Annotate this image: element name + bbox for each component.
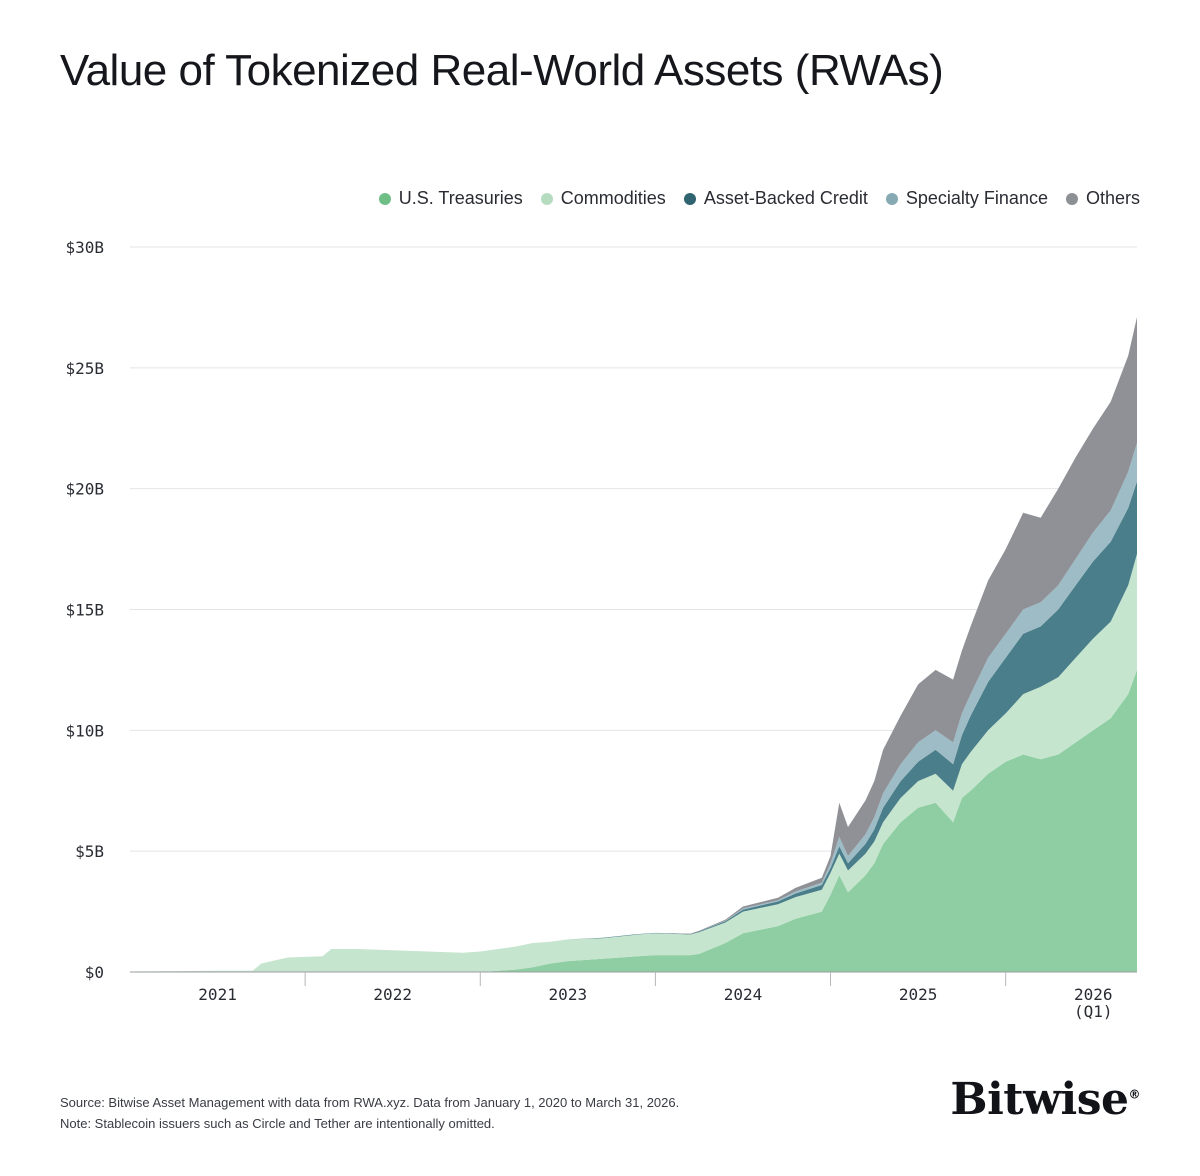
legend-label: Asset-Backed Credit <box>703 188 868 208</box>
y-tick-label: $20B <box>65 480 104 499</box>
source-note: Source: Bitwise Asset Management with da… <box>60 1095 680 1110</box>
y-tick-label: $30B <box>65 238 104 257</box>
y-tick-label: $25B <box>65 359 104 378</box>
x-tick-label: 2024 <box>724 985 763 1004</box>
omission-note: Note: Stablecoin issuers such as Circle … <box>60 1116 495 1131</box>
chart-footer: Source: Bitwise Asset Management with da… <box>60 1092 679 1134</box>
x-tick-label: 2023 <box>549 985 588 1004</box>
x-tick-label: 2025 <box>899 985 938 1004</box>
legend-item-us-treasuries: U.S. Treasuries <box>378 188 523 209</box>
legend-item-specialty-finance: Specialty Finance <box>885 188 1048 209</box>
legend-label: U.S. Treasuries <box>398 188 523 208</box>
legend-label: Specialty Finance <box>905 188 1048 208</box>
y-tick-label: $10B <box>65 721 104 740</box>
legend-swatch <box>683 192 696 205</box>
y-tick-label: $0 <box>85 963 104 982</box>
area-series-u-s-treasuries <box>130 669 1137 972</box>
legend-item-commodities: Commodities <box>540 188 666 209</box>
x-tick-label: 2021 <box>198 985 237 1004</box>
legend-item-others: Others <box>1065 188 1140 209</box>
x-tick-sublabel: (Q1) <box>1074 1002 1113 1021</box>
y-tick-label: $5B <box>75 842 104 861</box>
chart-title: Value of Tokenized Real-World Assets (RW… <box>60 46 944 95</box>
x-tick-label: 2022 <box>373 985 412 1004</box>
legend-swatch <box>885 192 898 205</box>
legend-swatch <box>378 192 391 205</box>
legend-label: Commodities <box>560 188 666 208</box>
y-tick-label: $15B <box>65 601 104 620</box>
chart-legend: U.S. Treasuries Commodities Asset-Backed… <box>378 188 1140 209</box>
legend-item-asset-backed-credit: Asset-Backed Credit <box>683 188 868 209</box>
x-tick-label: 2026 <box>1074 985 1113 1004</box>
registered-mark: ® <box>1128 1087 1141 1102</box>
bitwise-logo: Bitwise® <box>950 1074 1140 1125</box>
stacked-area-chart: $0 $5B $10B $15B $20B $25B $30B 2021 2022 2023 202… <box>65 238 1137 1021</box>
legend-label: Others <box>1085 188 1140 208</box>
brand-name: Bitwise <box>950 1074 1129 1125</box>
legend-swatch <box>540 192 553 205</box>
legend-swatch <box>1065 192 1078 205</box>
